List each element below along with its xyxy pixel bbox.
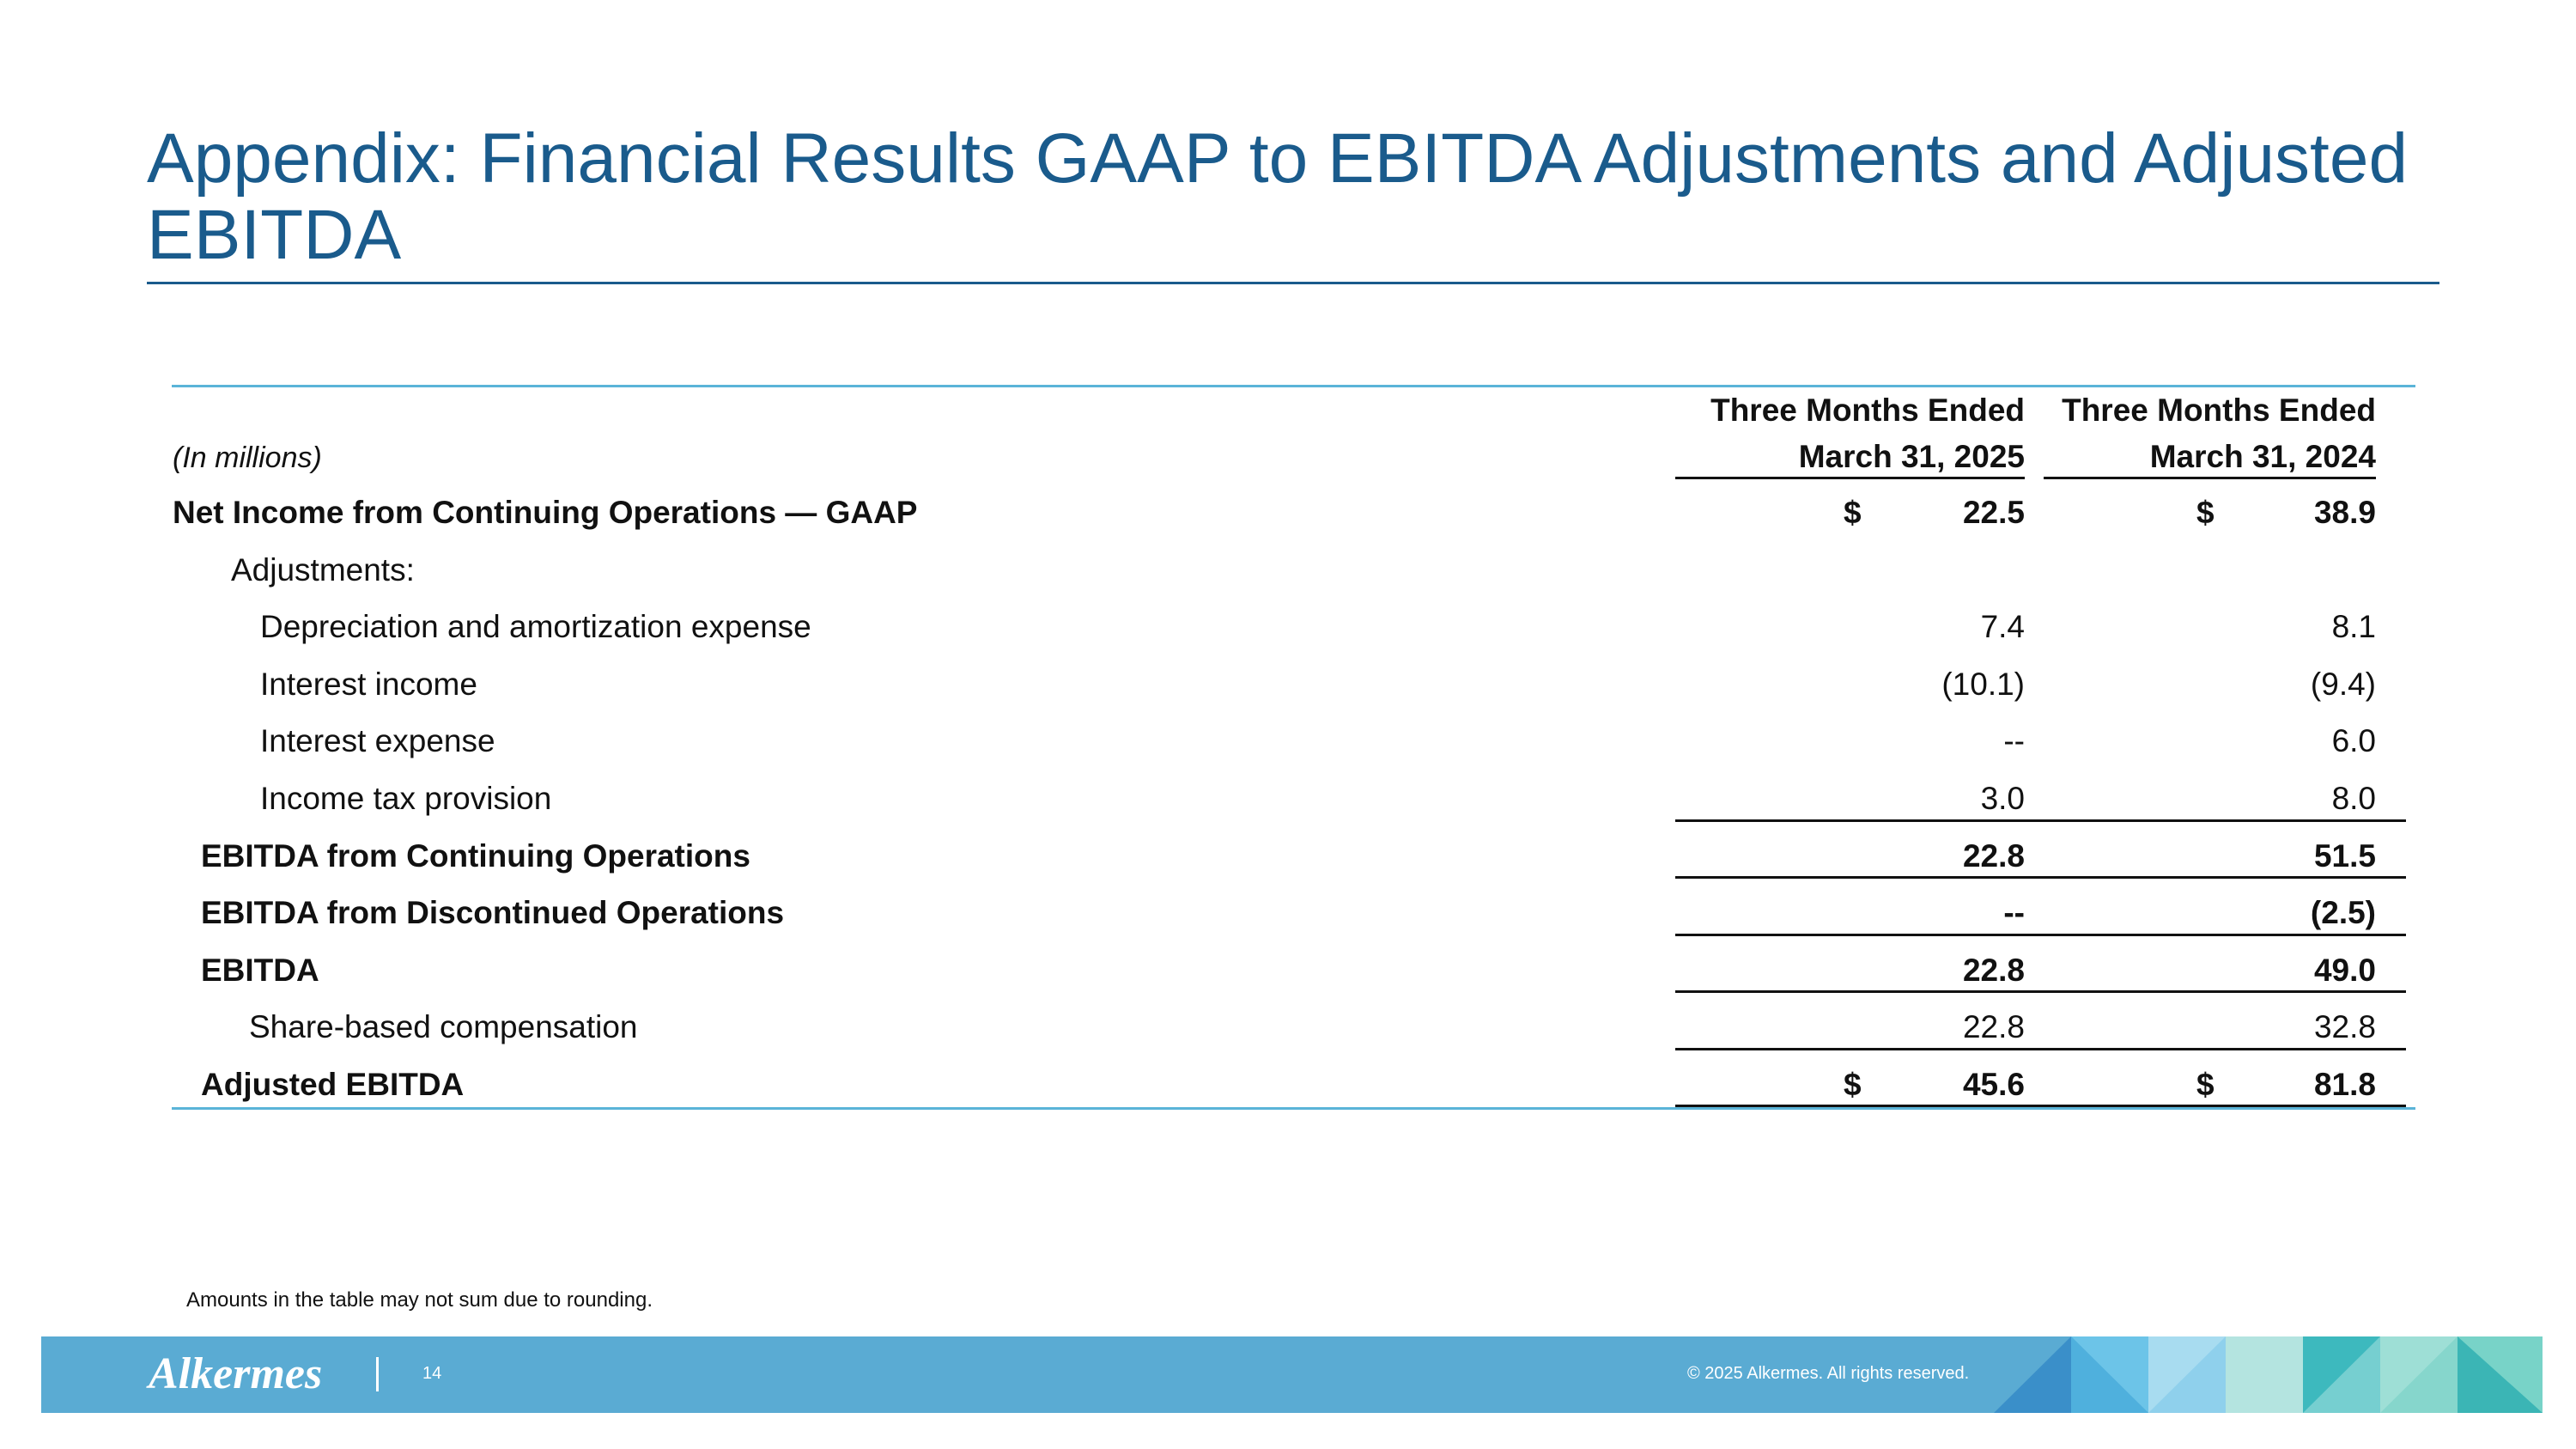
row-label: Depreciation and amortization expense <box>260 609 811 645</box>
row-label: EBITDA <box>201 952 319 988</box>
cell-value: 8.1 <box>2331 609 2376 645</box>
row-rule <box>1675 1048 2406 1050</box>
cell-value: 22.8 <box>1962 837 2025 874</box>
cell-value: 6.0 <box>2331 723 2376 759</box>
title-rule <box>147 282 2439 284</box>
header-underline <box>1675 477 2025 479</box>
footer-divider <box>376 1357 379 1391</box>
cell-value: 49.0 <box>2313 952 2376 988</box>
table-top-rule <box>172 385 2415 387</box>
header-underline <box>2044 477 2376 479</box>
cell-value: 7.4 <box>1980 609 2025 645</box>
column-header: Three Months Ended <box>2062 393 2376 428</box>
footer-logo: Alkermes <box>149 1349 323 1398</box>
row-label: Net Income from Continuing Operations — … <box>173 495 918 530</box>
cell-value: 3.0 <box>1980 781 2025 816</box>
row-rule <box>1675 990 2406 994</box>
footnote: Amounts in the table may not sum due to … <box>186 1288 653 1312</box>
currency-symbol: $ <box>1844 495 1862 530</box>
footer-decoration <box>1994 1336 2543 1413</box>
row-label: Adjustments: <box>231 551 415 588</box>
table-bottom-rule <box>172 1107 2415 1110</box>
currency-symbol: $ <box>1844 1067 1862 1102</box>
cell-value: (9.4) <box>2310 666 2376 702</box>
column-header: March 31, 2024 <box>2149 439 2376 474</box>
cell-value: 22.5 <box>1962 495 2025 530</box>
row-rule <box>1675 819 2406 822</box>
row-label: Adjusted EBITDA <box>201 1067 465 1102</box>
cell-value: (2.5) <box>2310 895 2376 931</box>
row-rule <box>1675 1105 2406 1107</box>
row-label: Income tax provision <box>260 781 552 816</box>
cell-value: 8.0 <box>2331 781 2376 816</box>
currency-symbol: $ <box>2196 1067 2215 1102</box>
cell-value: 81.8 <box>2313 1067 2376 1102</box>
unit-note: (In millions) <box>173 441 322 474</box>
cell-value: (10.1) <box>1941 666 2025 702</box>
cell-value: 22.8 <box>1962 952 2025 988</box>
row-rule <box>1675 876 2406 880</box>
cell-value: 32.8 <box>2313 1009 2376 1045</box>
row-rule <box>1675 933 2406 936</box>
cell-value: 22.8 <box>1962 1009 2025 1045</box>
page-number: 14 <box>422 1364 442 1383</box>
cell-value: 38.9 <box>2313 495 2376 530</box>
copyright: © 2025 Alkermes. All rights reserved. <box>1687 1364 1970 1383</box>
column-header: March 31, 2025 <box>1798 439 2025 474</box>
cell-value: 45.6 <box>1962 1067 2025 1102</box>
slide-title: Appendix: Financial Results GAAP to EBIT… <box>147 119 2409 274</box>
row-label: Interest income <box>260 666 477 702</box>
cell-value: 51.5 <box>2313 837 2376 874</box>
row-label: EBITDA from Continuing Operations <box>201 837 750 874</box>
cell-value: -- <box>2003 723 2025 759</box>
column-header: Three Months Ended <box>1710 393 2025 428</box>
row-label: Interest expense <box>260 723 495 759</box>
currency-symbol: $ <box>2196 495 2215 530</box>
row-label: Share-based compensation <box>249 1009 638 1045</box>
row-label: EBITDA from Discontinued Operations <box>201 895 785 931</box>
cell-value: -- <box>2003 895 2025 931</box>
